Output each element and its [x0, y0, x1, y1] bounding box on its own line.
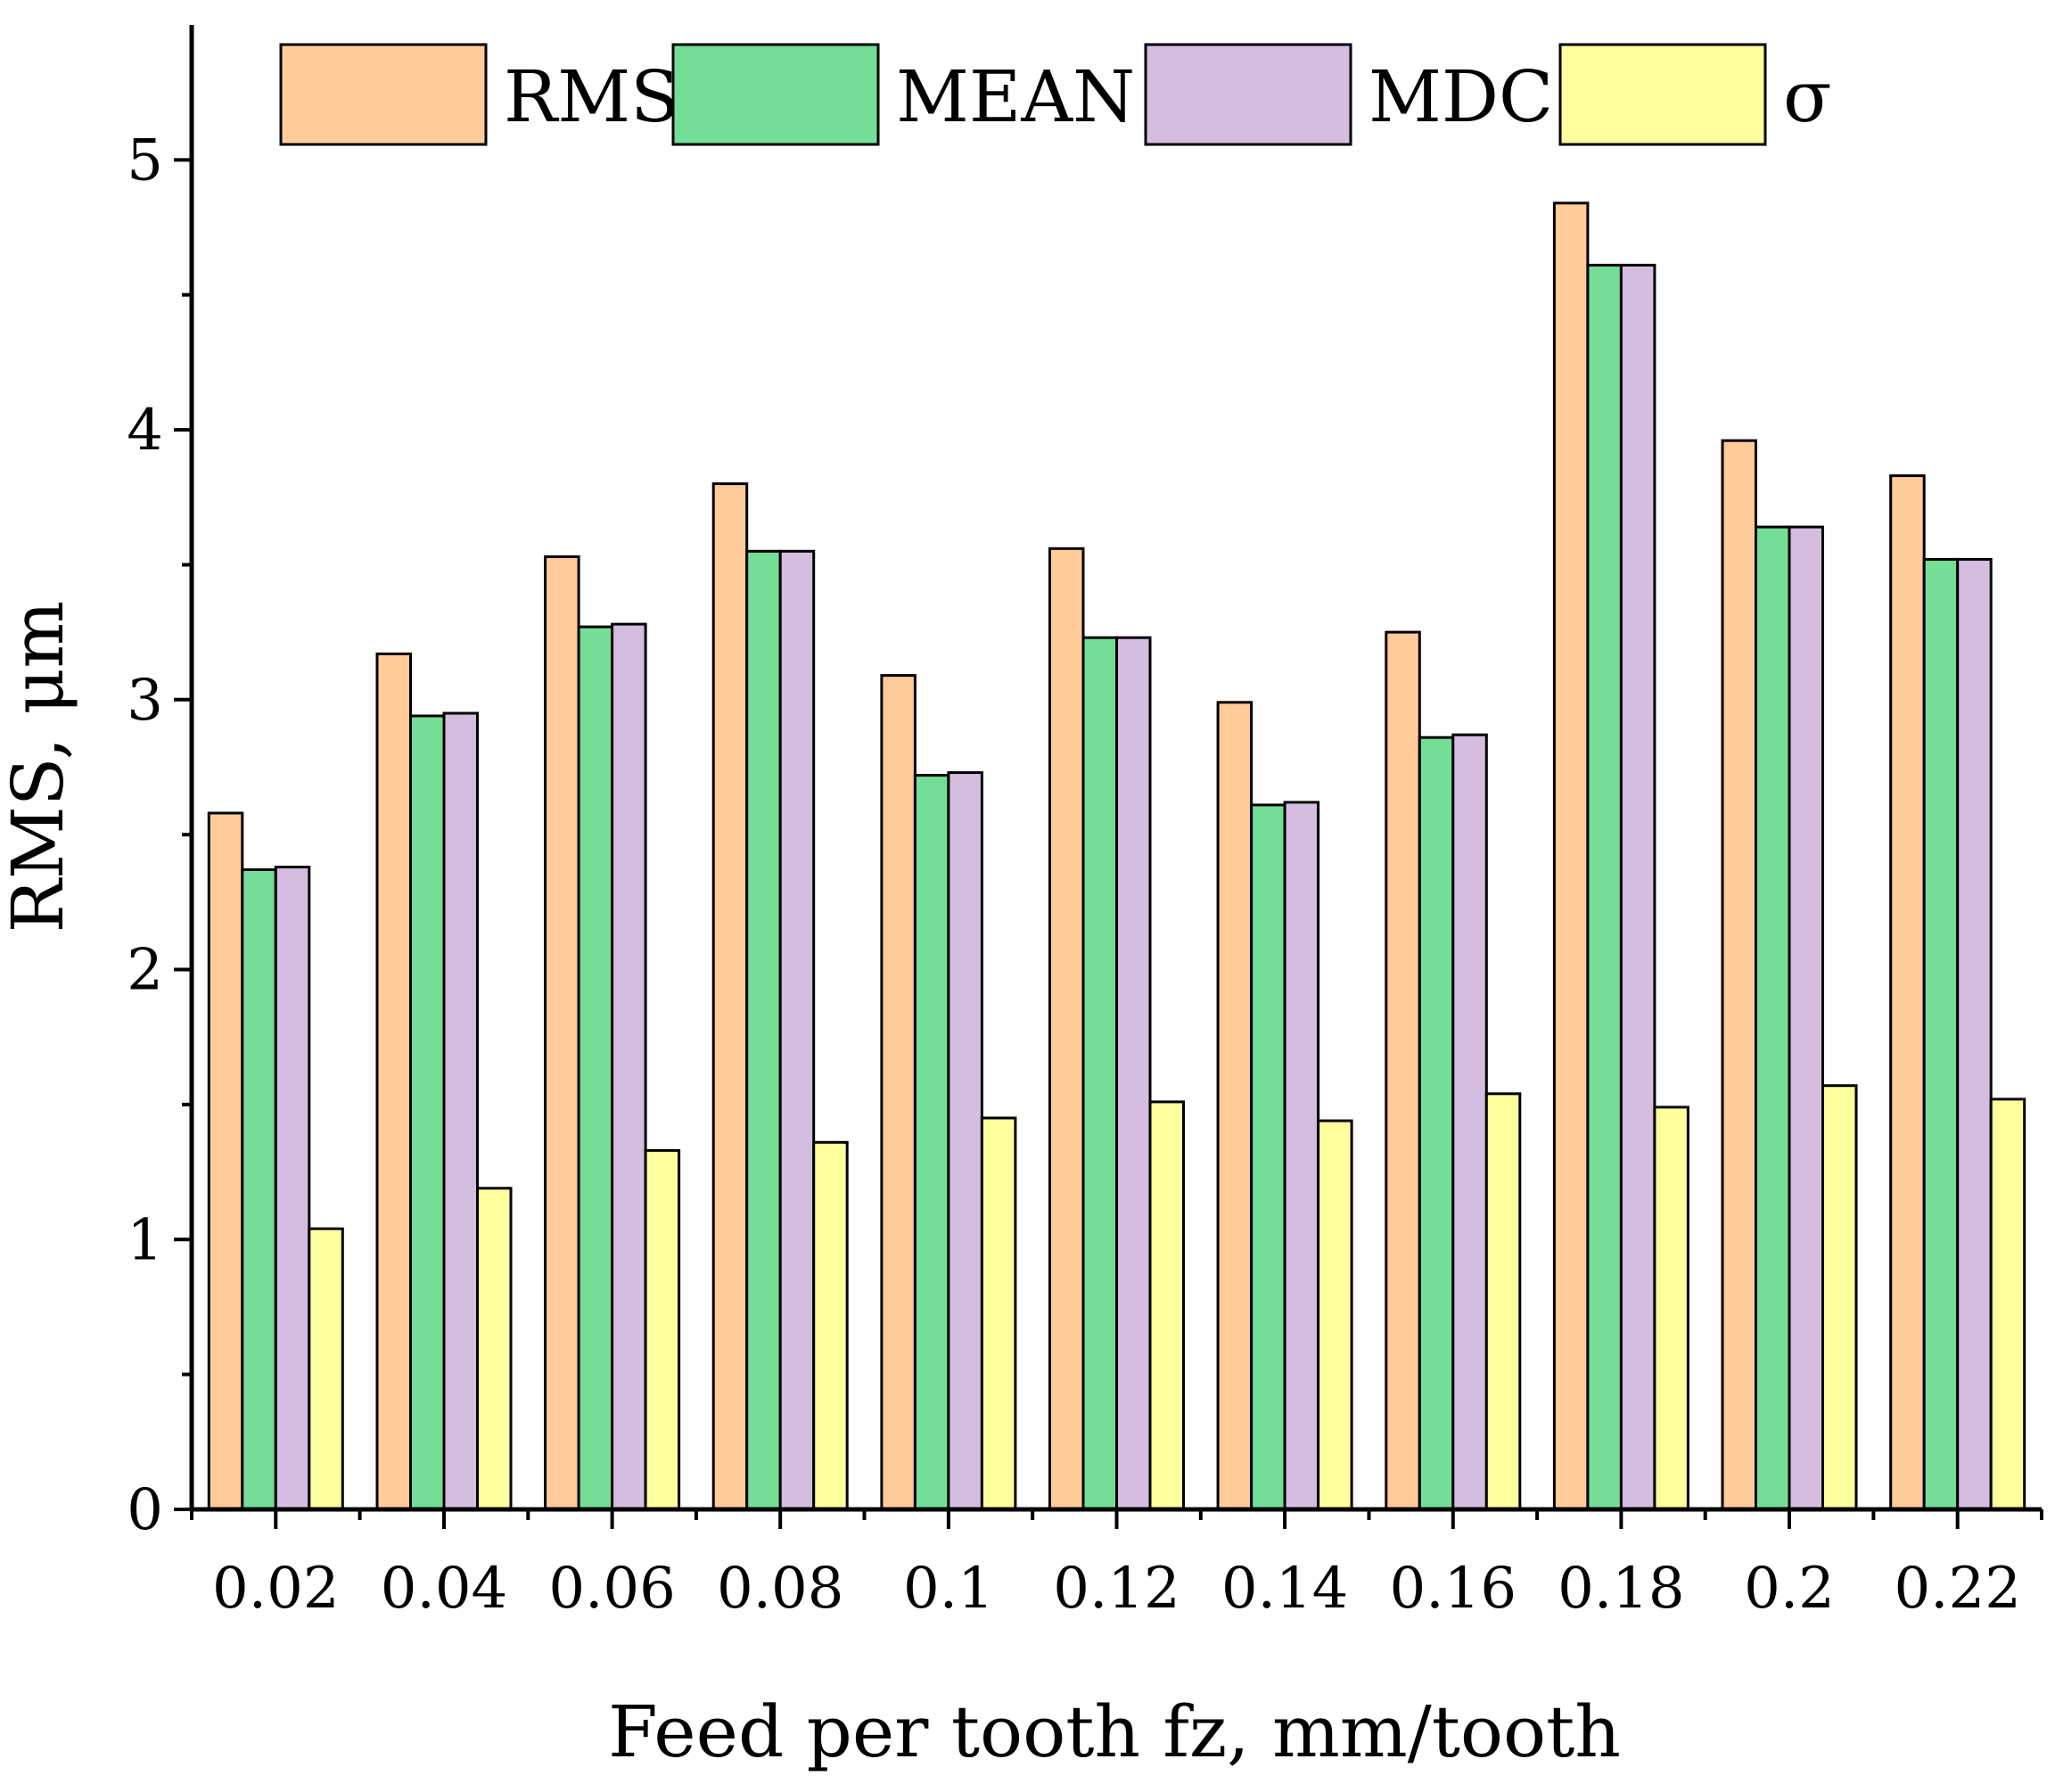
bar-MDC-0.08 — [778, 549, 816, 1511]
bar--0.02 — [308, 1227, 344, 1511]
bar-RMS-0.2 — [1721, 439, 1757, 1511]
legend-label: σ — [1783, 55, 1832, 138]
bar-MDC-0.2 — [1788, 525, 1824, 1511]
bar-MDC-0.18 — [1619, 263, 1656, 1511]
legend-swatch-MEAN — [671, 43, 880, 146]
bar-MDC-0.02 — [274, 866, 311, 1511]
bar--0.06 — [644, 1148, 681, 1511]
bars-layer — [207, 201, 2026, 1511]
x-tick-label: 0.04 — [381, 1556, 508, 1622]
bar-MEAN-0.12 — [1081, 636, 1118, 1511]
x-tick-label: 0.22 — [1894, 1556, 2021, 1622]
bar--0.14 — [1317, 1119, 1353, 1511]
x-tick-label: 0.16 — [1390, 1556, 1517, 1622]
bar-MEAN-0.08 — [745, 549, 782, 1511]
y-axis-title: RMS, μm — [0, 601, 79, 933]
bar-RMS-0.16 — [1385, 630, 1421, 1511]
legend-label: MEAN — [896, 55, 1135, 138]
bar-MEAN-0.04 — [409, 714, 446, 1511]
x-tick-label: 0.2 — [1744, 1556, 1835, 1622]
bar-MDC-0.14 — [1283, 801, 1320, 1511]
y-tick-label: 5 — [127, 127, 163, 193]
bar-MDC-0.16 — [1451, 733, 1488, 1511]
bar-MDC-0.04 — [442, 711, 479, 1511]
bar--0.08 — [812, 1140, 849, 1511]
bar-MEAN-0.14 — [1250, 803, 1286, 1511]
bar-RMS-0.12 — [1048, 547, 1085, 1511]
bar--0.2 — [1821, 1084, 1858, 1511]
y-tick-label: 3 — [127, 668, 163, 734]
x-axis-title: Feed per tooth fz, mm/tooth — [608, 1690, 1621, 1773]
x-tick-label: 0.12 — [1053, 1556, 1180, 1622]
bar-MEAN-0.2 — [1755, 525, 1791, 1511]
bar--0.1 — [980, 1116, 1017, 1511]
bar-MEAN-0.16 — [1418, 736, 1455, 1511]
x-axis-ticks: 0.02 0.04 0.06 0.08 0.1 0.12 0.14 0.16 0.18 0.2 0.… — [190, 1509, 2043, 1622]
bar-MDC-0.12 — [1115, 636, 1152, 1511]
y-tick-label: 1 — [127, 1207, 163, 1273]
legend-swatch-RMS — [279, 43, 488, 146]
y-tick-label: 2 — [127, 938, 163, 1004]
x-tick-label: 0.02 — [212, 1556, 340, 1622]
bar-RMS-0.06 — [544, 555, 580, 1511]
bar-MEAN-0.18 — [1586, 263, 1623, 1511]
legend-label: RMS — [504, 55, 679, 138]
legend: RMS MEAN MDC σ — [279, 43, 1832, 146]
bar-RMS-0.1 — [880, 674, 917, 1511]
bar-RMS-0.08 — [711, 482, 749, 1511]
y-axis-ticks: 0 1 2 3 4 5 — [127, 127, 192, 1543]
legend-label: MDC — [1369, 55, 1553, 138]
bar-RMS-0.04 — [375, 652, 412, 1511]
bar-RMS-0.18 — [1552, 201, 1590, 1511]
legend-swatch- — [1558, 43, 1767, 146]
bar-MDC-0.06 — [611, 622, 647, 1511]
bar--0.16 — [1484, 1092, 1522, 1511]
x-tick-label: 0.1 — [903, 1556, 994, 1622]
x-tick-label: 0.14 — [1221, 1556, 1349, 1622]
bar--0.18 — [1653, 1106, 1689, 1511]
x-tick-label: 0.08 — [717, 1556, 844, 1622]
bar-MDC-0.22 — [1956, 557, 1993, 1511]
x-tick-label: 0.06 — [548, 1556, 676, 1622]
bar-RMS-0.14 — [1216, 701, 1254, 1511]
bar-MEAN-0.02 — [241, 868, 277, 1511]
bar--0.22 — [1989, 1097, 2026, 1511]
bar-RMS-0.02 — [207, 811, 244, 1511]
y-tick-label: 0 — [127, 1477, 163, 1543]
bar--0.04 — [476, 1187, 513, 1511]
bar-MEAN-0.22 — [1922, 557, 1960, 1511]
bar-MEAN-0.1 — [913, 774, 950, 1511]
bar-MDC-0.1 — [947, 771, 983, 1511]
bar-MEAN-0.06 — [577, 625, 614, 1511]
bar-RMS-0.22 — [1889, 474, 1926, 1511]
bar--0.12 — [1148, 1100, 1185, 1511]
legend-swatch-MDC — [1144, 43, 1352, 146]
y-tick-label: 4 — [127, 398, 163, 464]
x-tick-label: 0.18 — [1558, 1556, 1685, 1622]
